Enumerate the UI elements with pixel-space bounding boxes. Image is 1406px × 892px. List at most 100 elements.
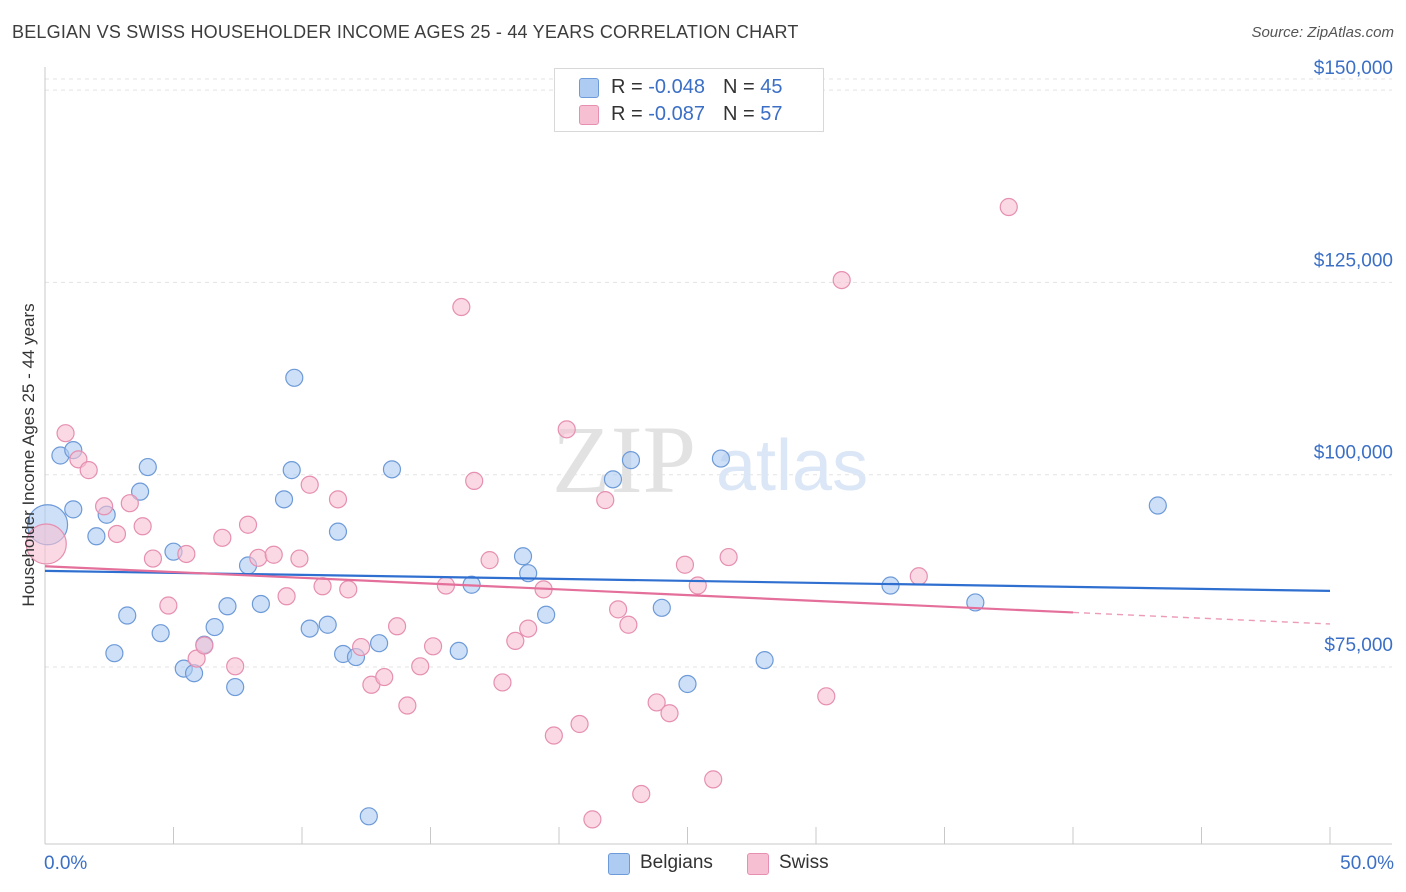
- swiss-point-37: [519, 619, 538, 638]
- swiss-point-0: [25, 523, 67, 565]
- swiss-point-16: [249, 548, 268, 567]
- belgians-r-value: -0.048: [648, 76, 705, 98]
- belgians-point-16: [218, 597, 237, 616]
- swiss-point-41: [570, 714, 589, 734]
- belgians-n-value: 45: [760, 76, 783, 98]
- belgians-point-37: [621, 451, 641, 470]
- belgians-point-3: [64, 500, 83, 519]
- belgians-point-19: [251, 594, 270, 614]
- axes: [44, 67, 1392, 845]
- swiss-point-8: [143, 549, 163, 568]
- y-axis-label: Householder Income Ages 25 - 44 years: [19, 303, 38, 606]
- swiss-point-1: [56, 424, 75, 443]
- swiss-point-46: [632, 784, 651, 804]
- belgians-trendline: [44, 569, 1331, 592]
- belgians-point-28: [359, 807, 378, 826]
- belgians-point-44: [1148, 496, 1167, 515]
- swiss-point-3: [79, 461, 98, 480]
- swiss-point-43: [596, 491, 615, 510]
- swiss-point-56: [999, 197, 1018, 217]
- belgians-swatch: [579, 78, 599, 98]
- x-tick-label-min: 0.0%: [44, 853, 87, 874]
- belgians-point-15: [205, 617, 224, 637]
- belgians-point-41: [755, 651, 774, 670]
- swiss-point-45: [619, 615, 638, 634]
- swiss-point-23: [339, 580, 358, 599]
- swiss-point-49: [675, 555, 695, 574]
- swiss-point-6: [120, 494, 139, 513]
- y-tick-label-100000: $100,000: [1314, 443, 1393, 464]
- swiss-point-33: [465, 471, 484, 490]
- swiss-point-10: [177, 544, 196, 564]
- swiss-n-value: 57: [760, 103, 783, 125]
- belgians-point-33: [513, 547, 533, 566]
- x-tick-labels: 0.0% 50.0%: [44, 853, 1394, 874]
- belgians-point-42: [881, 576, 900, 595]
- belgians-point-23: [300, 619, 319, 638]
- swiss-point-22: [328, 490, 348, 509]
- swiss-point-5: [107, 524, 127, 544]
- watermark-atlas: atlas: [716, 426, 868, 506]
- belgians-point-36: [603, 470, 623, 489]
- swiss-point-36: [506, 631, 525, 651]
- swiss-legend-swatch: [747, 853, 769, 875]
- swiss-point-29: [411, 657, 430, 676]
- belgians-n-label: N =: [722, 76, 761, 98]
- belgians-point-9: [138, 457, 157, 477]
- belgians-point-39: [678, 674, 697, 694]
- swiss-point-47: [647, 693, 666, 712]
- belgians-point-4: [87, 527, 106, 546]
- swiss-point-40: [557, 420, 576, 439]
- swiss-point-39: [544, 726, 563, 745]
- swiss-point-18: [277, 587, 296, 606]
- swiss-point-51: [704, 770, 723, 789]
- belgians-point-31: [449, 641, 468, 661]
- swiss-swatch: [579, 105, 599, 125]
- swiss-trendline-extension: [1072, 611, 1331, 625]
- belgians-point-6: [105, 644, 124, 663]
- swiss-point-27: [387, 617, 407, 636]
- swiss-point-44: [609, 600, 628, 619]
- swiss-point-35: [493, 673, 512, 692]
- belgians-point-25: [328, 522, 348, 541]
- belgians-legend-swatch: [608, 853, 630, 875]
- swiss-point-28: [398, 696, 417, 715]
- swiss-point-30: [423, 637, 443, 656]
- correlation-legend: R = -0.048 N = 45 R = -0.087 N = 57: [554, 68, 824, 132]
- x-tick-label-max: 50.0%: [1340, 853, 1394, 874]
- swiss-point-52: [719, 547, 738, 567]
- belgians-point-40: [711, 449, 731, 468]
- belgians-point-38: [652, 598, 671, 617]
- swiss-point-24: [352, 637, 371, 657]
- belgians-r-label: R =: [611, 76, 649, 98]
- swiss-point-26: [375, 667, 394, 687]
- swiss-point-32: [452, 297, 471, 317]
- belgians-point-35: [537, 605, 556, 624]
- y-tick-labels: $75,000 $100,000 $125,000 $150,000: [1314, 58, 1393, 656]
- swiss-point-42: [583, 810, 602, 829]
- belgians-point-43: [966, 593, 985, 612]
- swiss-point-19: [290, 549, 309, 568]
- belgians-point-29: [370, 634, 389, 653]
- swiss-point-54: [832, 270, 851, 290]
- belgians-point-24: [318, 615, 337, 634]
- chart-title: BELGIAN VS SWISS HOUSEHOLDER INCOME AGES…: [12, 22, 799, 42]
- swiss-trendline: [44, 565, 1074, 614]
- swiss-point-21: [313, 577, 332, 596]
- swiss-r-label: R =: [611, 103, 649, 125]
- swiss-point-50: [688, 576, 707, 595]
- belgians-legend-label: Belgians: [640, 852, 713, 873]
- trendlines: [44, 565, 1331, 625]
- swiss-r-value: -0.087: [648, 103, 705, 125]
- swiss-point-48: [660, 704, 679, 723]
- y-tick-label-75000: $75,000: [1324, 635, 1393, 656]
- swiss-point-9: [159, 596, 178, 615]
- belgians-point-22: [285, 368, 304, 387]
- swiss-point-13: [213, 528, 232, 547]
- belgians-point-21: [282, 461, 301, 480]
- swiss-legend-label: Swiss: [779, 852, 829, 873]
- source-label: Source: ZipAtlas.com: [1251, 24, 1394, 41]
- swiss-point-17: [264, 545, 283, 564]
- swiss-points: [25, 197, 1018, 829]
- swiss-point-55: [909, 567, 928, 586]
